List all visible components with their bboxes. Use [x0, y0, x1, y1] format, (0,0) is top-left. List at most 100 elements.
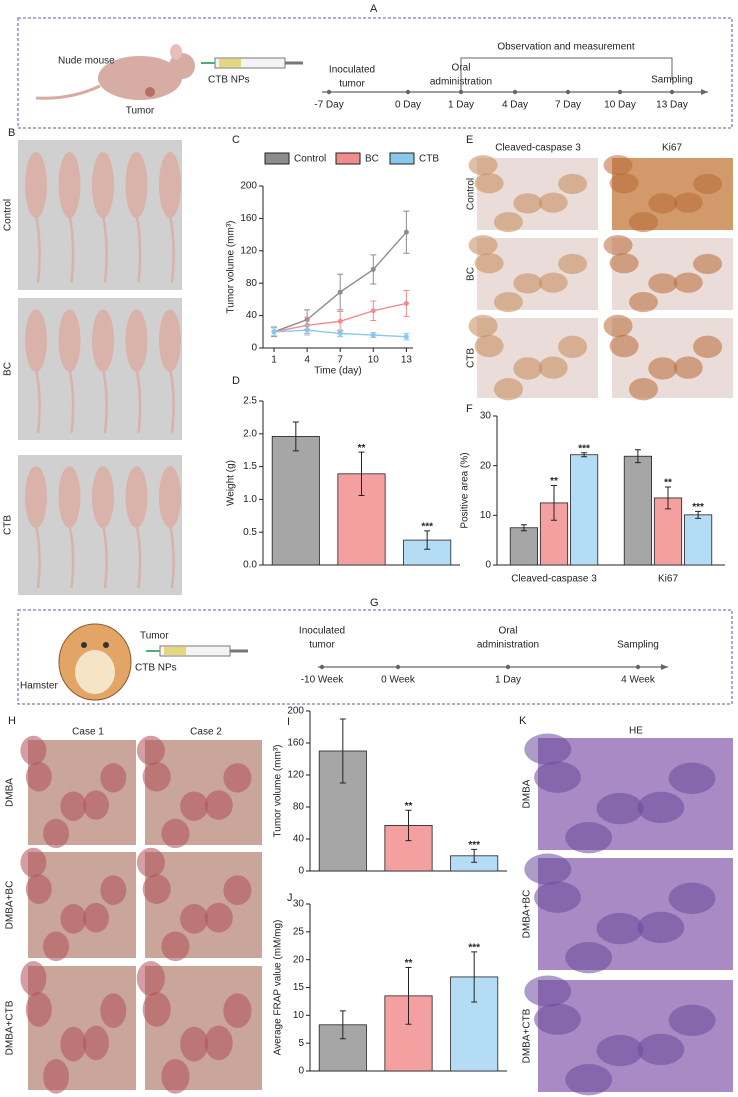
legend-swatch: [335, 152, 361, 165]
tissue-region: [668, 762, 716, 794]
tissue-region: [609, 253, 639, 274]
mouse-photo-body: [25, 466, 47, 528]
mouse-photo-tail: [135, 368, 142, 434]
row-label: BC: [466, 267, 477, 281]
significance: **: [550, 476, 558, 487]
error-bar: [695, 510, 702, 519]
timeline-tick-label: 4 Week: [621, 675, 656, 686]
tissue-region: [142, 762, 171, 792]
tissue-region: [596, 1034, 644, 1067]
x-tick-label: 10: [368, 355, 380, 366]
column-label: Ki67: [662, 143, 682, 154]
hamster-belly: [75, 650, 115, 694]
timeline-tick-label: 7 Day: [555, 100, 581, 111]
significance: **: [664, 478, 672, 489]
data-point: [337, 330, 343, 336]
tissue-region: [524, 853, 572, 885]
timeline-tick-label: -10 Week: [301, 675, 345, 686]
column-label: Case 2: [190, 727, 222, 738]
tissue-region: [474, 253, 504, 274]
tissue-region: [538, 356, 568, 379]
y-tick-label: 80: [293, 802, 305, 813]
event-label: Inoculated: [329, 65, 375, 76]
tissue-region: [25, 874, 52, 904]
tissue-region: [60, 1026, 87, 1062]
column-label: Case 1: [72, 727, 104, 738]
tissue-region: [83, 902, 109, 933]
legend-label: BC: [365, 154, 379, 165]
panel-frame: [17, 609, 733, 705]
panel-frame: [17, 17, 733, 129]
mouse-tail: [35, 84, 101, 100]
tissue-region: [673, 272, 703, 293]
tissue-region: [628, 212, 658, 233]
mouse-photo-body: [58, 152, 81, 218]
mouse-photo-body: [25, 152, 47, 218]
significance: ***: [578, 443, 590, 454]
panel-letter: B: [8, 127, 15, 139]
row-label: BC: [3, 362, 14, 376]
bar: [684, 514, 713, 566]
y-tick-label: 0: [251, 343, 257, 354]
timeline-tick-label: 1 Day: [495, 675, 521, 686]
mouse-photo-body: [25, 309, 47, 372]
bracket-label: Observation and measurement: [497, 42, 635, 53]
tissue-region: [83, 790, 109, 820]
legend-label: Control: [294, 154, 326, 165]
y-tick-label: 40: [293, 834, 305, 845]
timeline-dot: [669, 89, 675, 95]
y-tick-label: 200: [240, 181, 257, 192]
tissue-region: [558, 173, 588, 194]
tissue-region: [534, 881, 581, 913]
error-bar: [424, 530, 431, 550]
row-label: DMBA: [5, 778, 16, 807]
x-tick-label: Cleaved-caspase 3: [511, 574, 597, 585]
tissue-region: [468, 314, 498, 338]
tissue-region: [538, 192, 568, 213]
row-label: CTB: [3, 515, 14, 535]
y-tick-label: 0: [298, 866, 304, 877]
timeline-dot: [319, 664, 325, 670]
tissue-region: [180, 1026, 209, 1062]
tissue-region: [136, 847, 165, 878]
error-bar: [358, 451, 365, 496]
timeline-dot: [617, 89, 623, 95]
timeline-tick-label: 1 Day: [448, 100, 474, 111]
significance: ***: [468, 943, 480, 954]
timeline-dot: [326, 89, 332, 95]
panel-letter: G: [370, 597, 379, 609]
drug-label: CTB NPs: [135, 663, 177, 674]
tissue-region: [136, 961, 165, 996]
x-tick-label: 1: [271, 355, 277, 366]
y-tick-label: 25: [293, 926, 305, 937]
animal-label: Nude mouse: [58, 56, 115, 67]
tissue-region: [637, 1033, 685, 1066]
tissue-region: [180, 903, 209, 934]
tissue-region: [609, 173, 639, 194]
syringe-dose: [164, 647, 186, 655]
tissue-region: [468, 155, 498, 176]
column-label: HE: [629, 726, 643, 737]
error-bar: [405, 809, 412, 842]
data-point: [370, 332, 376, 338]
y-tick-label: 200: [287, 706, 304, 717]
tissue-region: [596, 912, 644, 945]
tissue-region: [43, 818, 70, 849]
tissue-region: [43, 931, 70, 962]
tissue-region: [493, 378, 523, 401]
tissue-region: [161, 818, 190, 849]
row-label: DMBA: [522, 779, 533, 808]
y-tick-label: 120: [240, 245, 257, 256]
timeline-dot: [395, 664, 401, 670]
tissue-region: [693, 173, 723, 194]
mouse-photo-tail: [135, 214, 142, 283]
mouse-photo-body: [125, 309, 148, 372]
tissue-region: [524, 975, 572, 1007]
mouse-photo-body: [58, 466, 81, 528]
tissue-region: [204, 902, 233, 933]
mouse-photo-tail: [34, 524, 41, 589]
tissue-region: [673, 356, 703, 379]
tissue-region: [565, 1064, 613, 1096]
y-tick-label: 20: [293, 954, 305, 965]
tissue-region: [603, 155, 633, 176]
